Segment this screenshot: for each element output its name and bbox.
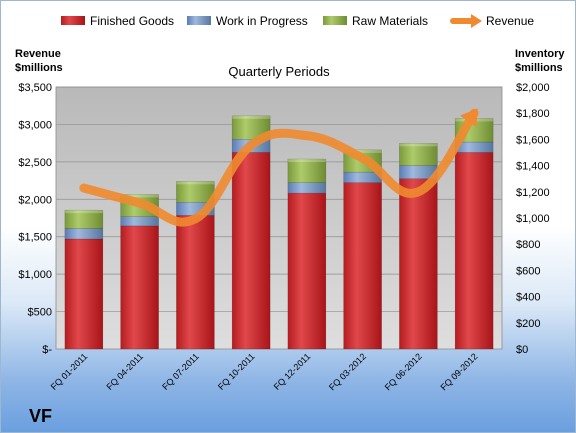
x-tick-label: FQ 01-2011 bbox=[49, 351, 90, 392]
x-tick-label: FQ 06-2012 bbox=[383, 351, 424, 392]
legend-swatch-finished-goods bbox=[61, 16, 85, 25]
left-tick-label: $2,000 bbox=[18, 194, 52, 206]
bar-highlight bbox=[176, 181, 215, 185]
bar-work-in-progress bbox=[287, 182, 327, 194]
x-tick-label: FQ 12-2011 bbox=[272, 351, 313, 392]
legend: Finished Goods Work in Progress Raw Mate… bbox=[61, 14, 534, 28]
bar-highlight bbox=[287, 159, 326, 163]
right-tick-label: $800 bbox=[516, 239, 540, 251]
legend-item-raw-materials: Raw Materials bbox=[323, 14, 428, 28]
left-tick-label: $2,500 bbox=[18, 157, 52, 169]
legend-label-work-in-progress: Work in Progress bbox=[216, 14, 308, 28]
right-tick-label: $2,000 bbox=[516, 82, 550, 94]
x-tick-label: FQ 04-2011 bbox=[104, 351, 145, 392]
company-label: VF bbox=[29, 406, 52, 426]
right-tick-label: $1,800 bbox=[516, 108, 550, 120]
x-tick-label: FQ 10-2011 bbox=[216, 351, 257, 392]
x-tick-label: FQ 09-2012 bbox=[439, 351, 480, 392]
bar-work-in-progress bbox=[120, 216, 159, 227]
legend-item-work-in-progress: Work in Progress bbox=[187, 14, 308, 28]
bar-finished-goods bbox=[120, 225, 159, 350]
right-tick-label: $1,400 bbox=[516, 161, 550, 173]
revenue-line bbox=[79, 108, 479, 227]
right-tick-label: $400 bbox=[516, 292, 540, 304]
bar-work-in-progress bbox=[64, 228, 104, 240]
right-axis-title-line1: Inventory bbox=[515, 48, 565, 60]
bar-highlight bbox=[399, 143, 438, 147]
bar-highlight bbox=[232, 115, 271, 119]
bar-highlight bbox=[343, 149, 382, 153]
legend-swatch-work-in-progress bbox=[187, 16, 211, 25]
right-tick-label: $0 bbox=[516, 344, 528, 356]
right-axis-ticks: $0 $200 $400 $600 $800 $1,000 $1,200 $1,400 $1,6… bbox=[516, 82, 550, 356]
right-tick-label: $1,200 bbox=[516, 187, 550, 199]
bars bbox=[64, 115, 494, 350]
bar-raw-materials bbox=[287, 158, 327, 183]
legend-swatch-raw-materials bbox=[323, 16, 347, 25]
bar-highlight bbox=[64, 210, 103, 214]
left-tick-label: $500 bbox=[28, 307, 52, 319]
legend-item-revenue: Revenue bbox=[450, 14, 534, 28]
chart-title: Quarterly Periods bbox=[228, 64, 330, 79]
x-tick-label: FQ 03-2012 bbox=[327, 351, 368, 392]
legend-label-finished-goods: Finished Goods bbox=[90, 14, 174, 28]
bar-raw-materials bbox=[64, 209, 104, 229]
left-tick-label: $- bbox=[42, 344, 52, 356]
right-tick-label: $1,600 bbox=[516, 134, 550, 146]
revenue-line-path bbox=[79, 108, 479, 227]
bar-highlight bbox=[120, 194, 159, 198]
legend-item-finished-goods: Finished Goods bbox=[61, 14, 174, 28]
bar-finished-goods bbox=[176, 215, 215, 350]
bar-finished-goods bbox=[231, 152, 271, 350]
right-tick-label: $1,000 bbox=[516, 213, 550, 225]
x-axis-ticks: FQ 01-2011 FQ 04-2011 FQ 07-2011 FQ 10-2011… bbox=[49, 351, 480, 392]
bar-finished-goods bbox=[287, 192, 327, 350]
bar-finished-goods bbox=[399, 178, 438, 350]
bar-finished-goods bbox=[454, 152, 494, 350]
bar-finished-goods bbox=[64, 238, 104, 350]
bar-raw-materials bbox=[399, 143, 438, 166]
revenue-arrowhead bbox=[460, 108, 478, 128]
bar-raw-materials bbox=[176, 181, 215, 203]
left-tick-label: $1,000 bbox=[18, 269, 52, 281]
left-axis-ticks: $- $500 $1,000 $1,500 $2,000 $2,500 $3,000 $3,5… bbox=[18, 82, 52, 356]
bar-finished-goods bbox=[343, 182, 382, 350]
left-axis-title-line2: $millions bbox=[15, 62, 63, 74]
right-axis-title-line2: $millions bbox=[515, 62, 563, 74]
bar-raw-materials bbox=[231, 115, 271, 140]
left-tick-label: $3,000 bbox=[18, 119, 52, 131]
x-tick-label: FQ 07-2011 bbox=[160, 351, 201, 392]
left-tick-label: $1,500 bbox=[18, 232, 52, 244]
legend-arrow-revenue bbox=[471, 14, 482, 28]
legend-label-raw-materials: Raw Materials bbox=[352, 14, 428, 28]
right-tick-label: $600 bbox=[516, 265, 540, 277]
legend-label-revenue: Revenue bbox=[486, 14, 534, 28]
left-axis-title-line1: Revenue bbox=[15, 48, 61, 60]
right-tick-label: $200 bbox=[516, 318, 540, 330]
left-tick-label: $3,500 bbox=[18, 82, 52, 94]
